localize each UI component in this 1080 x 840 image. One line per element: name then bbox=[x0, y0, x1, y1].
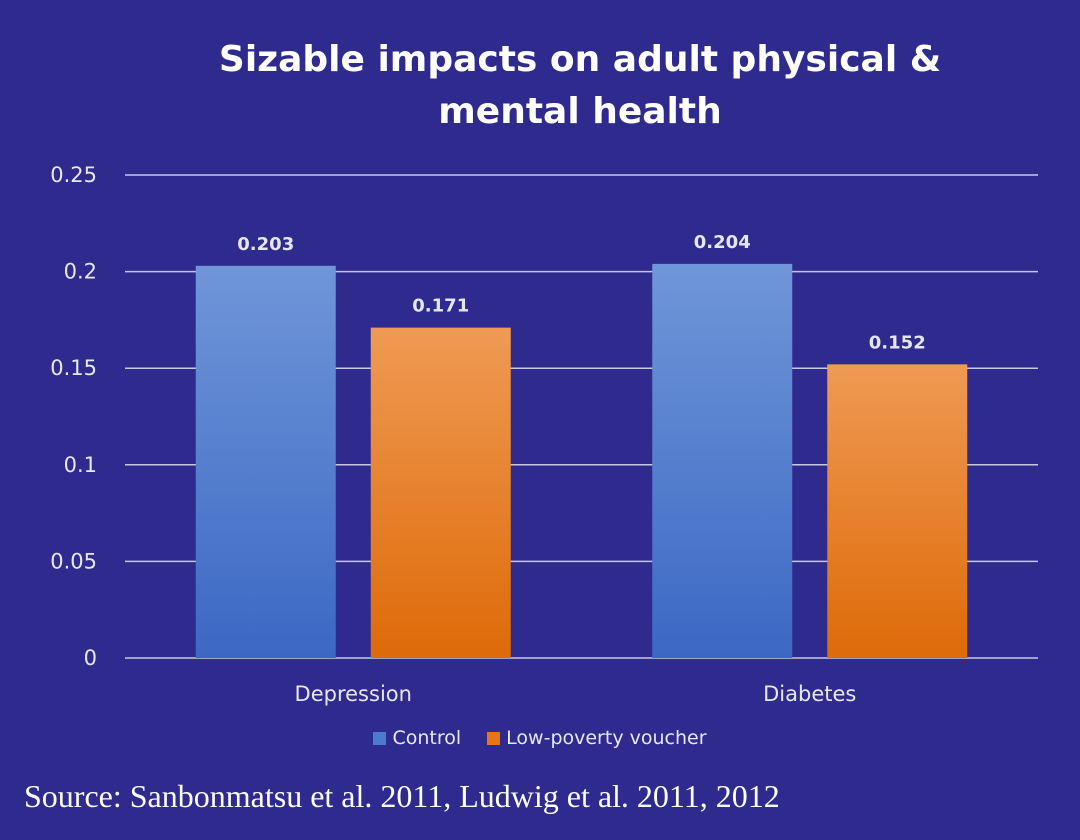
chart-plot: 0 0.05 0.1 0.15 0.2 0.25 0.203 0.171 Depression 0… bbox=[50, 163, 1038, 706]
data-label: 0.152 bbox=[869, 332, 926, 353]
legend-label-control: Control bbox=[392, 727, 462, 749]
x-category-label: Depression bbox=[295, 682, 412, 706]
source-citation: Source: Sanbonmatsu et al. 2011, Ludwig … bbox=[24, 778, 780, 814]
legend-item-voucher: Low-poverty voucher bbox=[487, 727, 707, 749]
legend-item-control: Control bbox=[373, 727, 461, 749]
chart-legend: Control Low-poverty voucher bbox=[0, 727, 1080, 749]
legend-label-voucher: Low-poverty voucher bbox=[506, 727, 707, 749]
y-tick-label: 0 bbox=[84, 646, 97, 670]
y-tick-label: 0.2 bbox=[64, 260, 97, 284]
y-tick-label: 0.15 bbox=[50, 356, 97, 380]
y-tick-label: 0.25 bbox=[50, 163, 97, 187]
y-tick-label: 0.1 bbox=[64, 453, 97, 477]
bar-control-depression bbox=[195, 265, 336, 658]
data-label: 0.171 bbox=[412, 296, 469, 317]
legend-swatch-control bbox=[373, 731, 387, 745]
legend-swatch-voucher bbox=[487, 731, 501, 745]
data-label: 0.203 bbox=[237, 234, 294, 255]
bar-low-poverty-voucher-depression bbox=[370, 327, 511, 658]
y-tick-label: 0.05 bbox=[50, 549, 97, 573]
x-category-label: Diabetes bbox=[763, 682, 856, 706]
data-label: 0.204 bbox=[694, 232, 751, 253]
chart-title: Sizable impacts on adult physical & ment… bbox=[218, 39, 942, 132]
bar-control-diabetes bbox=[652, 263, 793, 658]
bar-low-poverty-voucher-diabetes bbox=[827, 364, 968, 658]
